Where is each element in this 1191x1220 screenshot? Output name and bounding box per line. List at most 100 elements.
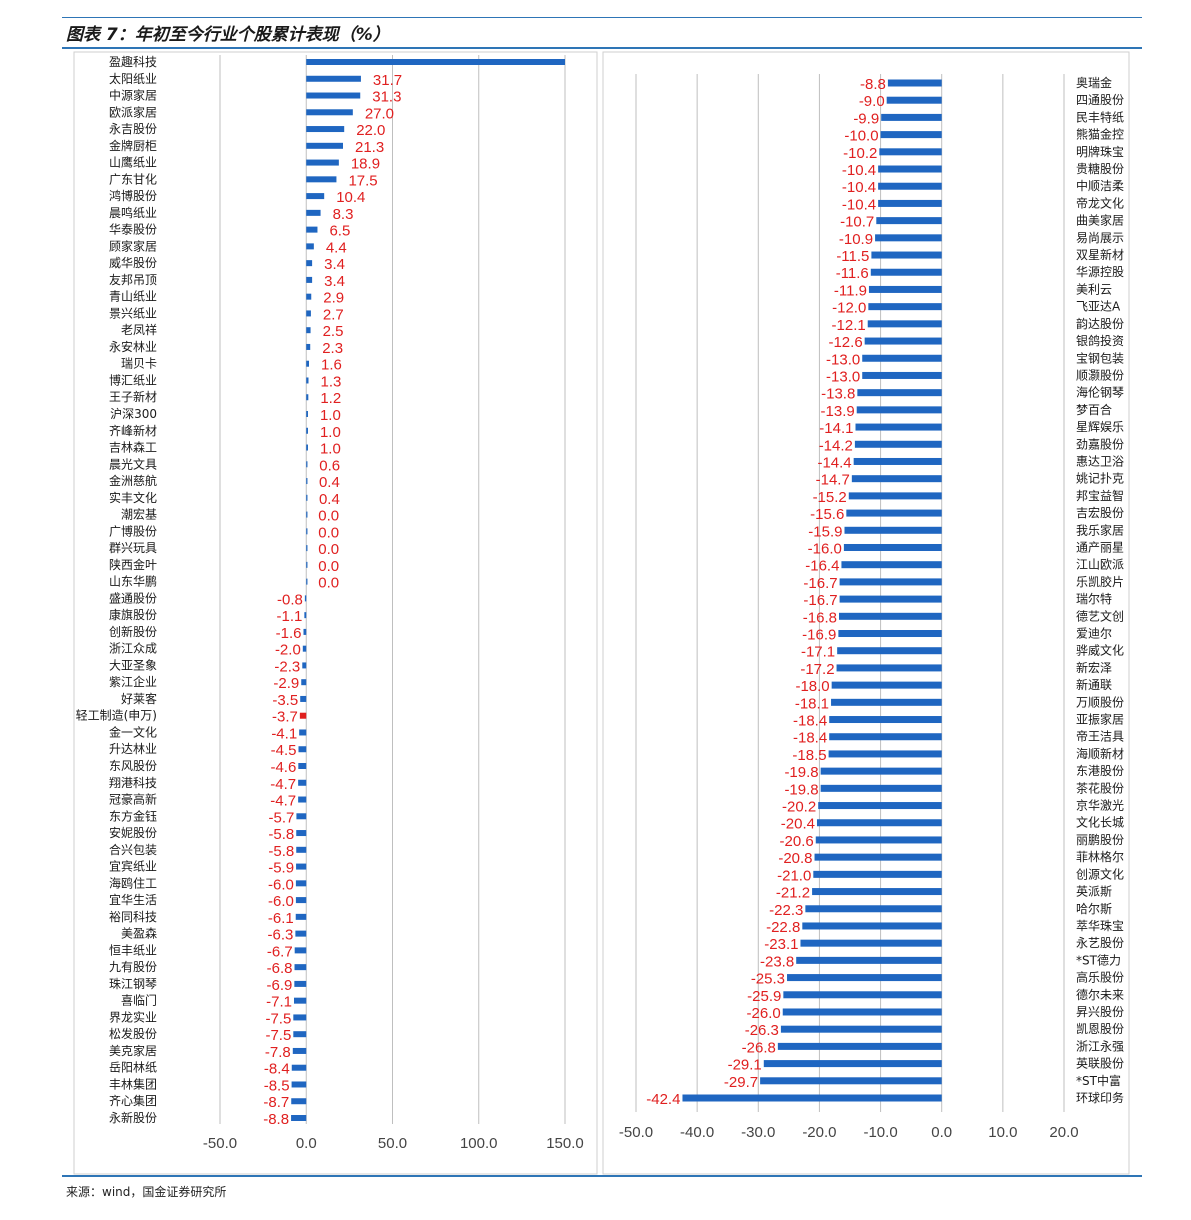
right-value-label: -20.8 <box>778 850 812 867</box>
left-category-label: 美克家居 <box>109 1043 157 1058</box>
left-category-label: 瑞贝卡 <box>121 357 157 371</box>
left-value-label: -3.7 <box>272 709 298 726</box>
left-value-label: -8.5 <box>264 1077 290 1094</box>
right-bar <box>796 956 942 964</box>
left-bar <box>296 846 307 853</box>
right-value-label: -19.8 <box>784 764 818 781</box>
right-value-label: -9.9 <box>853 110 879 127</box>
right-bar <box>783 991 942 999</box>
left-x-tick-label: 100.0 <box>460 1135 498 1152</box>
left-value-label: -6.7 <box>267 943 293 960</box>
right-value-label: -29.7 <box>724 1074 758 1091</box>
right-category-label: 萃华珠宝 <box>1076 919 1124 933</box>
right-value-label: -16.8 <box>803 609 837 626</box>
left-category-label: 宜华生活 <box>109 892 157 907</box>
right-value-label: -21.0 <box>777 867 811 884</box>
left-value-label: -4.5 <box>271 742 297 759</box>
left-x-tick-label: 150.0 <box>546 1135 584 1152</box>
right-bar <box>862 371 942 379</box>
left-value-label: 31.3 <box>372 89 401 106</box>
right-value-label: -10.4 <box>842 162 876 179</box>
left-bar <box>306 226 318 233</box>
right-value-label: -16.9 <box>802 627 836 644</box>
left-bar <box>304 612 307 619</box>
left-category-label: 翔港科技 <box>109 776 157 790</box>
left-value-label: 1.0 <box>320 424 341 441</box>
right-category-label: 吉宏股份 <box>1076 505 1124 520</box>
left-bar <box>291 1081 307 1088</box>
right-x-tick-label: -50.0 <box>619 1124 653 1141</box>
left-value-label: 0.0 <box>318 558 339 575</box>
right-category-label: 亚振家居 <box>1076 712 1124 727</box>
left-category-label: 冠豪高新 <box>109 792 157 807</box>
left-category-label: 安妮股份 <box>109 825 157 840</box>
left-value-label: -4.1 <box>271 725 297 742</box>
right-bar <box>880 131 942 139</box>
left-bar <box>306 310 311 317</box>
left-value-label: -0.8 <box>277 591 303 608</box>
right-value-label: -26.8 <box>742 1039 776 1056</box>
right-category-label: 东港股份 <box>1076 764 1124 778</box>
right-value-label: -26.0 <box>747 1005 781 1022</box>
left-category-label: 潮宏基 <box>121 507 157 522</box>
left-x-tick-label: -50.0 <box>203 1135 237 1152</box>
left-bar <box>306 444 308 451</box>
right-value-label: -29.1 <box>728 1057 762 1074</box>
right-value-label: -23.1 <box>764 936 798 953</box>
right-x-tick-label: -10.0 <box>863 1124 897 1141</box>
right-category-label: 宝钢包装 <box>1076 351 1124 365</box>
left-bar <box>306 243 314 250</box>
left-category-label: 永吉股份 <box>109 122 157 136</box>
left-category-label: 裕同科技 <box>109 909 157 924</box>
left-value-label: 2.9 <box>323 290 344 307</box>
left-value-label: 21.3 <box>355 139 384 156</box>
right-x-tick-label: 0.0 <box>931 1124 952 1141</box>
right-bar <box>878 182 942 190</box>
right-x-tick-label: 10.0 <box>988 1124 1017 1141</box>
left-category-label: 顾家家居 <box>109 238 157 253</box>
right-value-label: -26.3 <box>745 1022 779 1039</box>
right-category-label: 凯恩股份 <box>1076 1022 1124 1036</box>
right-category-label: 邦宝益智 <box>1076 488 1124 503</box>
left-bar <box>299 712 307 719</box>
right-category-label: 文化长城 <box>1076 815 1124 830</box>
left-value-label: -8.8 <box>263 1111 289 1128</box>
right-bar <box>878 165 942 173</box>
right-bar <box>787 974 942 982</box>
left-category-label: 丰林集团 <box>109 1076 157 1091</box>
left-value-label: -3.5 <box>272 692 298 709</box>
right-value-label: -16.4 <box>805 558 839 575</box>
left-bar <box>296 830 307 837</box>
right-category-label: *ST德力 <box>1076 952 1121 967</box>
right-category-label: 昇兴股份 <box>1076 1005 1124 1019</box>
left-bar <box>298 746 307 753</box>
left-category-label: 岳阳林纸 <box>109 1061 157 1075</box>
left-bar <box>306 193 325 200</box>
left-category-label: 金牌厨柜 <box>109 138 157 153</box>
left-bar <box>306 209 321 216</box>
left-bar <box>294 980 307 987</box>
left-bar <box>306 360 310 367</box>
right-category-label: 熊猫金控 <box>1076 127 1124 142</box>
right-x-tick-label: 20.0 <box>1049 1124 1078 1141</box>
left-category-label: 松发股份 <box>109 1026 157 1041</box>
right-bar <box>818 802 942 810</box>
left-value-label: 10.4 <box>336 189 365 206</box>
left-value-label: 1.0 <box>320 407 341 424</box>
right-bar <box>682 1094 942 1102</box>
right-x-tick-label: -20.0 <box>802 1124 836 1141</box>
left-bar <box>294 997 307 1004</box>
left-bar <box>306 159 339 166</box>
right-category-label: 菲林格尔 <box>1076 849 1124 864</box>
left-category-label: 喜临门 <box>121 993 157 1008</box>
right-value-label: -14.1 <box>819 420 853 437</box>
left-category-label: 恒丰纸业 <box>109 943 157 957</box>
left-bar <box>306 142 343 149</box>
right-bar <box>857 389 942 397</box>
left-bar <box>306 494 308 501</box>
right-bar <box>870 268 942 276</box>
right-category-label: 新宏泽 <box>1076 660 1112 675</box>
right-value-label: -10.4 <box>842 196 876 213</box>
right-category-label: 茶花股份 <box>1076 780 1124 795</box>
